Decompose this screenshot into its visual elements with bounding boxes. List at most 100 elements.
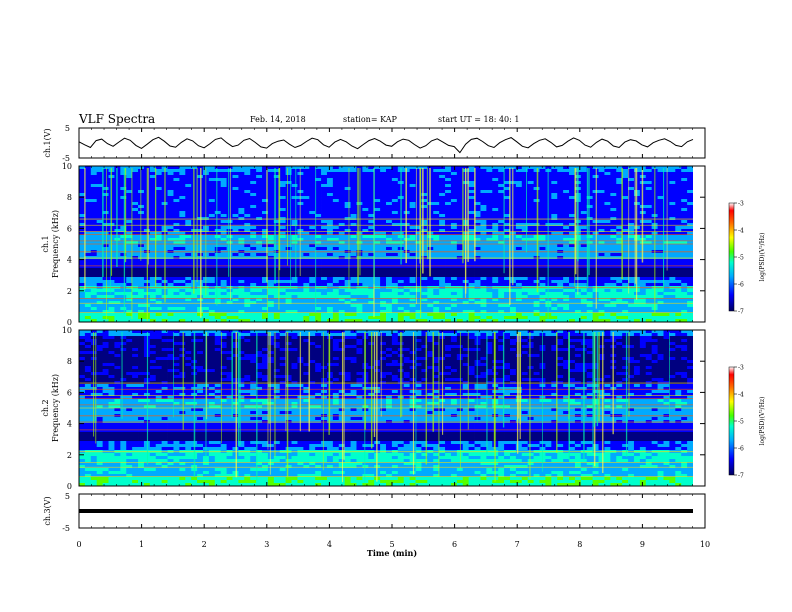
spectrogram-cell <box>563 202 570 206</box>
spectrogram-cell <box>285 280 292 284</box>
spectrogram-cell <box>297 247 304 251</box>
spectrogram-cell <box>273 196 281 200</box>
spectrogram-cell <box>403 292 411 296</box>
spectrogram-cell <box>90 220 98 224</box>
spectrogram-cell <box>368 193 375 197</box>
spectrogram-cell <box>380 214 387 218</box>
spectrogram-cell <box>433 220 440 224</box>
spectrogram-cell <box>616 271 623 275</box>
spectrogram-cell <box>208 301 216 305</box>
spectrogram-cell <box>374 169 381 173</box>
spectrogram-cell <box>468 283 475 287</box>
spectrogram-cell <box>521 268 529 272</box>
spectrogram-cell <box>403 277 411 281</box>
spectrogram-cell <box>657 223 664 227</box>
spectrogram-cell <box>403 166 411 170</box>
spectrogram-cell <box>681 304 688 308</box>
spectrogram-cell <box>350 301 357 305</box>
spectrogram-cell <box>409 262 416 266</box>
spectrogram-cell <box>208 277 216 281</box>
spectrogram-cell <box>628 175 635 179</box>
spectrogram-cell <box>569 289 576 293</box>
spectrogram-cell <box>303 292 310 296</box>
spectrogram-cell <box>622 199 629 203</box>
spectrogram-cell <box>362 265 369 269</box>
spectrogram-cell <box>450 187 458 191</box>
spectrogram-cell <box>102 187 109 191</box>
spectrogram-cell <box>439 178 446 182</box>
spectrogram-cell <box>486 259 493 263</box>
spectrogram-cell <box>309 211 316 215</box>
spectrogram-cell <box>90 238 98 242</box>
spectrogram-cell <box>132 220 139 224</box>
spectrogram-cell <box>238 235 245 239</box>
spectrogram-cell <box>445 247 452 251</box>
spectrogram-cell <box>669 235 676 239</box>
spectrogram-cell <box>350 187 357 191</box>
spectrogram-cell <box>309 202 316 206</box>
spectrogram-cell <box>179 262 186 266</box>
spectrogram-cell <box>604 307 611 311</box>
spectrogram-cell <box>362 295 369 299</box>
spectrogram-cell <box>504 211 511 215</box>
spectrogram-cell <box>321 226 328 230</box>
spectrogram-cell <box>521 193 529 197</box>
spectrogram-cell <box>344 247 351 251</box>
spectrogram-cell <box>214 169 222 173</box>
spectrogram-cell <box>474 262 481 266</box>
spectrogram-cell <box>326 298 334 302</box>
spectrogram-cell <box>468 181 475 185</box>
spectrogram-cell <box>120 178 127 182</box>
spectrogram-cell <box>232 265 239 269</box>
spectrogram-cell <box>208 184 216 188</box>
spectrogram-cell <box>332 298 340 302</box>
spectrogram-cell <box>297 277 304 281</box>
spectrogram-cell <box>220 175 227 179</box>
spectrogram-cell <box>386 274 393 278</box>
spectrogram-cell <box>84 280 92 284</box>
spectrogram-cell <box>267 196 275 200</box>
spectrogram-cell <box>309 241 316 245</box>
spectrogram-cell <box>657 166 664 170</box>
spectrogram-cell <box>492 190 499 194</box>
spectrogram-cell <box>332 262 340 266</box>
spectrogram-cell <box>403 271 411 275</box>
header-start-time: start UT = 18: 40: 1 <box>438 115 519 124</box>
spectrogram-cell <box>409 235 416 239</box>
spectrogram-cell <box>362 277 369 281</box>
spectrogram-cell <box>214 307 222 311</box>
spectrogram-cell <box>226 187 233 191</box>
spectrogram-cell <box>557 292 564 296</box>
spectrogram-cell <box>114 307 121 311</box>
spectrogram-cell <box>521 223 529 227</box>
spectrogram-cell <box>344 175 351 179</box>
spectrogram-cell <box>569 277 576 281</box>
spectrogram-cell <box>226 274 233 278</box>
spectrogram-cell <box>368 205 375 209</box>
spectrogram-cell <box>326 283 334 287</box>
spectrogram-cell <box>90 298 98 302</box>
spectrogram-cell <box>386 283 393 287</box>
spectrogram-cell <box>456 208 464 212</box>
spectrogram-cell <box>616 229 623 233</box>
spectrogram-cell <box>610 280 617 284</box>
spectrogram-cell <box>126 295 133 299</box>
spectrogram-cell <box>279 211 287 215</box>
spectrogram-cell <box>663 277 670 281</box>
spectrogram-cell <box>421 238 428 242</box>
spectrogram-cell <box>138 307 145 311</box>
spectrogram-cell <box>267 268 275 272</box>
spectrogram-cell <box>84 205 92 209</box>
spectrogram-cell <box>450 241 458 245</box>
spectrogram-cell <box>309 277 316 281</box>
spectrogram-cell <box>102 202 109 206</box>
spectrogram-cell <box>445 265 452 269</box>
spectrogram-cell <box>279 307 287 311</box>
spectrogram-cell <box>303 247 310 251</box>
spectrogram-cell <box>380 223 387 227</box>
spectrogram-cell <box>321 178 328 182</box>
spectrogram-cell <box>433 202 440 206</box>
spectrogram-cell <box>539 271 546 275</box>
spectrogram-cell <box>539 265 546 269</box>
spectrogram-cell <box>297 208 304 212</box>
